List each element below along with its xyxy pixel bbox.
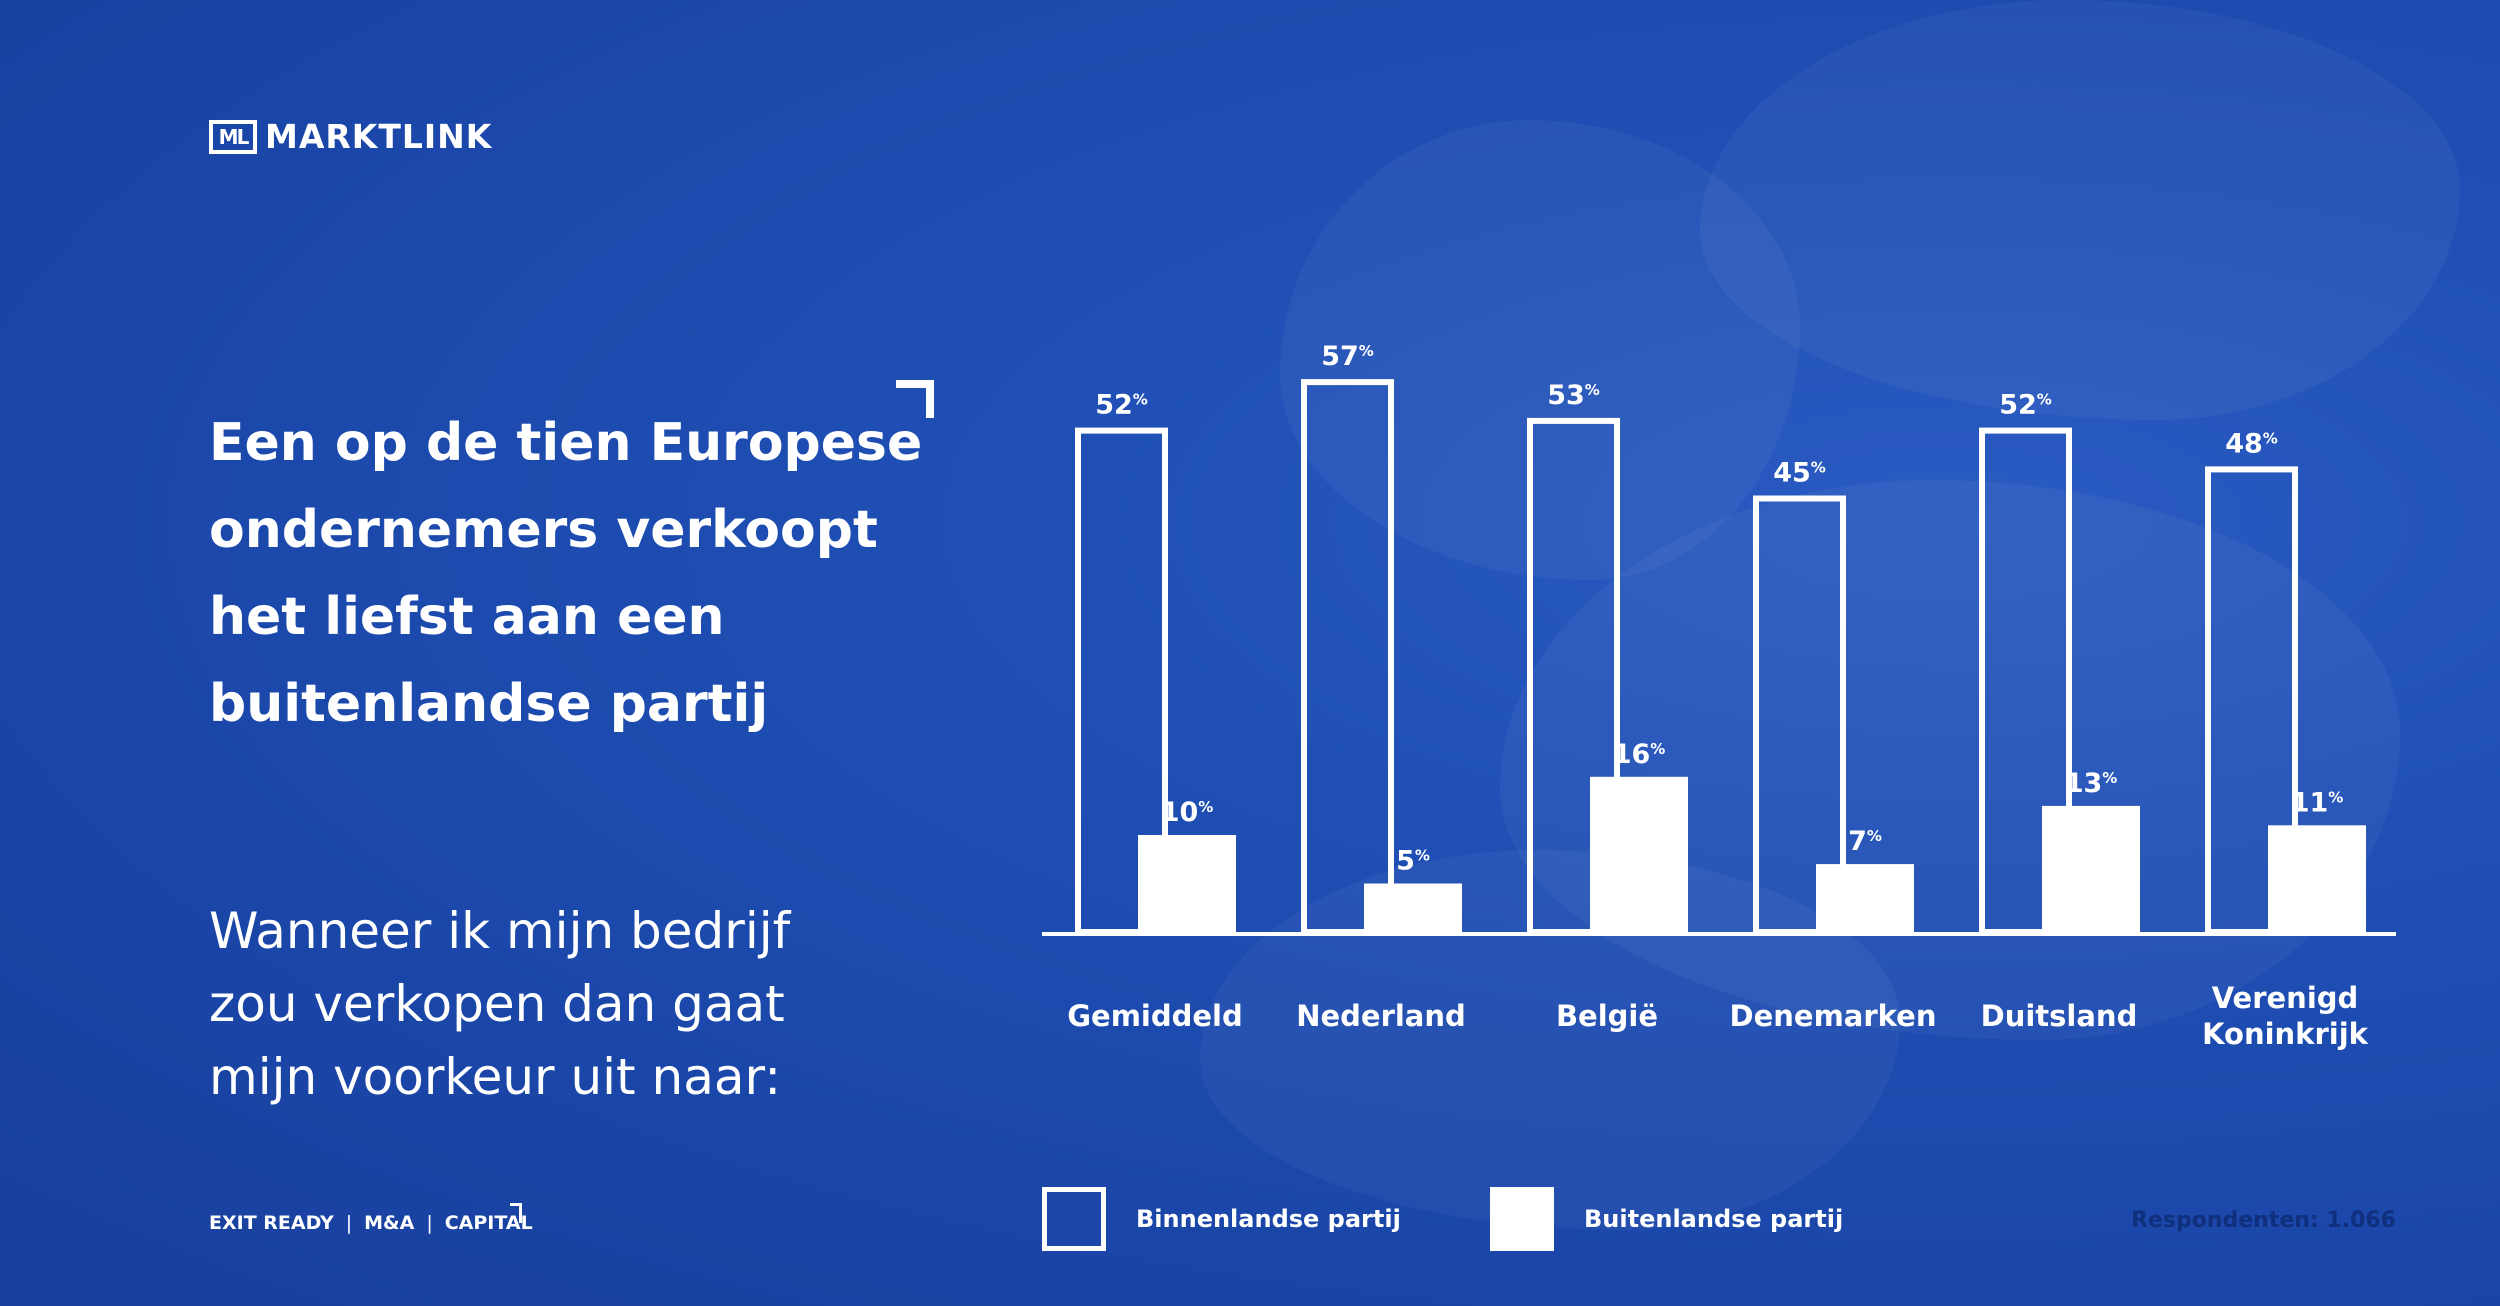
footer-bracket-icon: [510, 1203, 522, 1223]
chart-question: Wanneer ik mijn bedrijf zou verkopen dan…: [209, 895, 929, 1114]
data-label-domestic-3: 45%: [1773, 458, 1826, 489]
data-label-foreign-2: 16%: [1613, 739, 1666, 770]
data-label-domestic-1: 57%: [1321, 341, 1374, 372]
category-label-0: Gemiddeld: [1067, 999, 1243, 1033]
category-label-1: Nederland: [1296, 999, 1466, 1033]
category-label-3: Denemarken: [1730, 999, 1937, 1033]
legend-swatch-filled: [1490, 1187, 1554, 1251]
category-label-4: Duitsland: [1981, 999, 2138, 1033]
headline-line: buitenlandse partij: [209, 674, 769, 734]
logo-wordmark: MARKTLINK: [265, 117, 493, 156]
footer-separator: |: [345, 1212, 353, 1234]
logo-mark: ML: [209, 119, 257, 154]
map-background-shape: [1200, 850, 1900, 1230]
headline: Een op de tien Europese ondernemers verk…: [209, 400, 929, 748]
bar-foreign-1: [1364, 883, 1462, 932]
category-label-2: België: [1556, 999, 1658, 1033]
headline-line: Een op de tien Europese: [209, 413, 923, 473]
footer-services: EXIT READY | M&A | CAPITAL: [209, 1212, 533, 1234]
data-label-foreign-1: 5%: [1396, 846, 1430, 877]
footer-item-ma: M&A: [364, 1212, 415, 1234]
footer-item-exit-ready: EXIT READY: [209, 1212, 334, 1234]
data-label-foreign-3: 7%: [1848, 826, 1882, 857]
legend-swatch-outline: [1042, 1187, 1106, 1251]
data-label-foreign-0: 10%: [1161, 797, 1214, 828]
bar-foreign-0: [1138, 835, 1236, 932]
question-line: mijn voorkeur uit naar:: [209, 1048, 782, 1106]
data-label-foreign-5: 11%: [2291, 787, 2344, 818]
data-label-foreign-4: 13%: [2065, 768, 2118, 799]
map-background-shape: [1700, 0, 2460, 420]
headline-line: het liefst aan een: [209, 587, 725, 647]
category-label-5: Verenigd: [2212, 981, 2359, 1015]
bar-foreign-4: [2042, 805, 2140, 932]
data-label-domestic-4: 52%: [1999, 390, 2052, 421]
category-label-5: Koninkrijk: [2202, 1017, 2369, 1051]
data-label-domestic-5: 48%: [2225, 428, 2278, 459]
marktlink-logo: ML MARKTLINK: [209, 117, 492, 156]
bar-foreign-3: [1816, 864, 1914, 932]
legend-label-foreign: Buitenlandse partij: [1584, 1205, 1844, 1233]
legend-item-foreign: Buitenlandse partij: [1490, 1187, 1843, 1251]
legend-label-domestic: Binnenlandse partij: [1136, 1205, 1401, 1233]
bar-foreign-5: [2268, 825, 2366, 932]
headline-line: ondernemers verkoopt: [209, 500, 878, 560]
question-line: zou verkopen dan gaat: [209, 975, 785, 1033]
corner-bracket-icon: [896, 380, 934, 418]
respondents-count: Respondenten: 1.066: [2131, 1208, 2396, 1233]
data-label-domestic-0: 52%: [1095, 390, 1148, 421]
map-background-shape: [1500, 480, 2400, 1040]
footer-item-capital: CAPITAL: [444, 1212, 533, 1234]
bar-domestic-1: [1301, 379, 1394, 936]
legend-item-domestic: Binnenlandse partij: [1042, 1187, 1401, 1251]
data-label-domestic-2: 53%: [1547, 380, 1600, 411]
bar-foreign-2: [1590, 776, 1688, 932]
question-line: Wanneer ik mijn bedrijf: [209, 902, 791, 960]
footer-separator: |: [426, 1212, 433, 1234]
map-background-shape: [1280, 120, 1800, 580]
